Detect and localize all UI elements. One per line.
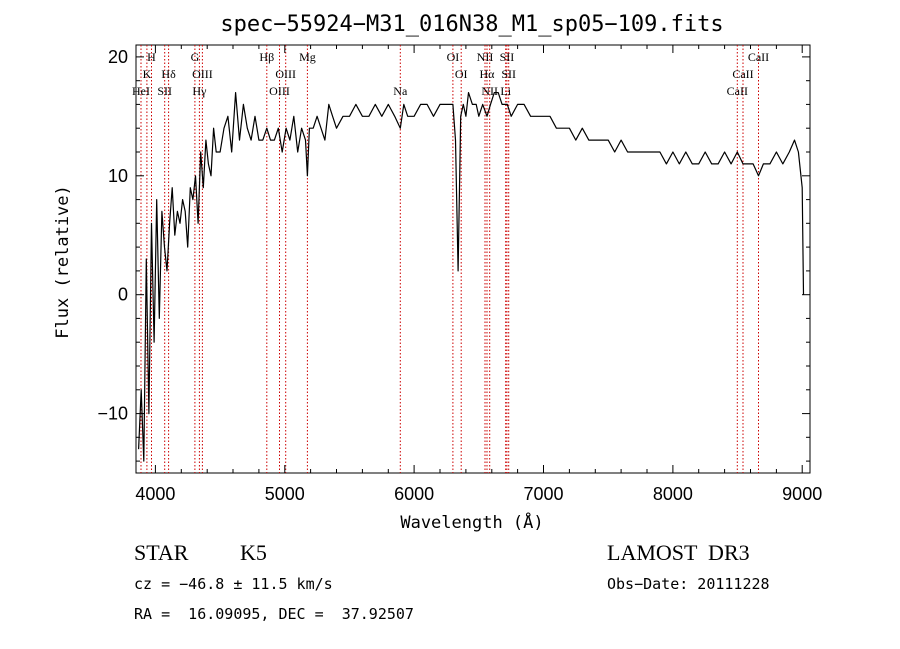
line-label: OI bbox=[455, 67, 468, 81]
object-subclass: K5 bbox=[240, 540, 267, 565]
x-tick-label: 5000 bbox=[265, 484, 305, 504]
line-label: G bbox=[191, 50, 200, 64]
x-axis: 4000 5000 6000 7000 8000 9000 bbox=[135, 45, 822, 504]
line-label: Hα bbox=[480, 67, 496, 81]
line-label: Mg bbox=[299, 50, 316, 64]
line-label: NII bbox=[481, 84, 498, 98]
spectrum-line bbox=[138, 91, 805, 462]
survey-name: LAMOST DR3 bbox=[607, 540, 750, 565]
plot-frame bbox=[135, 44, 811, 474]
line-label: OIII bbox=[192, 67, 213, 81]
line-label: SII bbox=[501, 67, 516, 81]
line-label: Li bbox=[500, 84, 511, 98]
line-label: H bbox=[147, 50, 156, 64]
line-label: CaII bbox=[748, 50, 769, 64]
line-label: OI bbox=[447, 50, 460, 64]
coordinates-readout: RA = 16.09095, DEC = 37.92507 bbox=[134, 605, 414, 623]
y-tick-label: 20 bbox=[108, 47, 128, 67]
line-markers bbox=[140, 45, 759, 473]
line-label: HeI bbox=[132, 84, 150, 98]
observation-date: Obs−Date: 20111228 bbox=[607, 575, 770, 593]
x-axis-label: Wavelength (Å) bbox=[400, 511, 543, 533]
x-tick-label: 7000 bbox=[523, 484, 563, 504]
line-label: CaII bbox=[727, 84, 748, 98]
line-label: Hγ bbox=[192, 84, 207, 98]
x-tick-label: 4000 bbox=[135, 484, 175, 504]
x-tick-label: 8000 bbox=[653, 484, 693, 504]
line-label: Na bbox=[393, 84, 408, 98]
line-label: OIII bbox=[269, 84, 290, 98]
y-tick-label: 10 bbox=[108, 166, 128, 186]
line-label: NII bbox=[477, 50, 494, 64]
x-tick-label: 9000 bbox=[782, 484, 822, 504]
redshift-readout: cz = −46.8 ± 11.5 km/s bbox=[134, 575, 333, 593]
y-axis-label: Flux (relative) bbox=[53, 185, 73, 339]
y-axis: −10 0 10 20 bbox=[97, 47, 810, 462]
line-label: K bbox=[143, 67, 152, 81]
x-tick-label: 6000 bbox=[394, 484, 434, 504]
y-tick-label: 0 bbox=[118, 285, 128, 305]
line-label: SII bbox=[500, 50, 515, 64]
line-label: Hδ bbox=[161, 67, 176, 81]
object-class: STAR bbox=[134, 540, 189, 565]
y-tick-label: −10 bbox=[97, 404, 128, 424]
line-label: Hβ bbox=[259, 50, 274, 64]
line-label: SII bbox=[157, 84, 172, 98]
spectrum-series bbox=[138, 91, 805, 462]
chart-title: spec−55924−M31_016N38_M1_sp05−109.fits bbox=[220, 12, 723, 37]
line-label: CaII bbox=[732, 67, 753, 81]
line-label: OIII bbox=[275, 67, 296, 81]
